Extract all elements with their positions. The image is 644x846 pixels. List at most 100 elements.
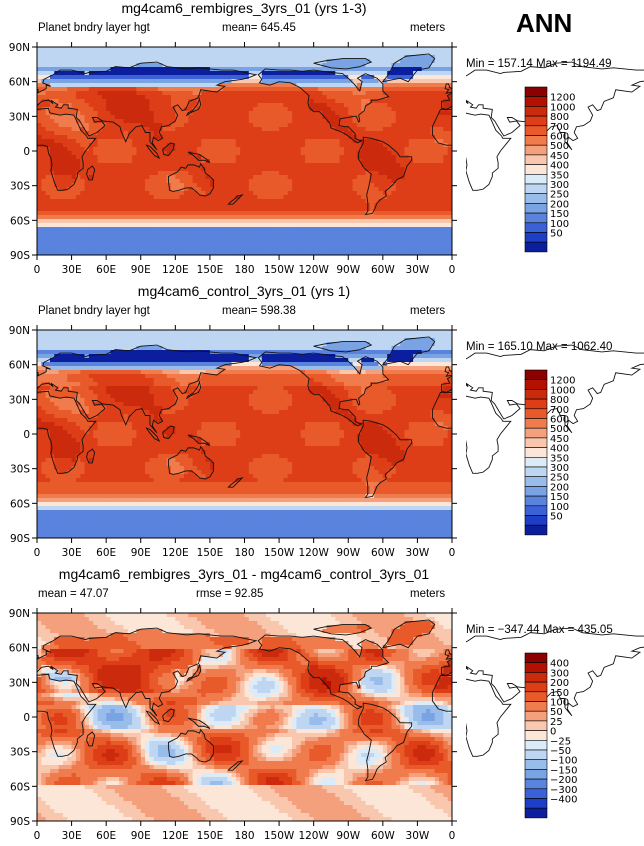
- map-cell: [119, 51, 124, 56]
- map-cell: [248, 87, 254, 92]
- map-cell: [257, 115, 263, 120]
- map-cell: [348, 75, 353, 80]
- map-cell: [421, 147, 427, 152]
- map-cell: [369, 183, 375, 188]
- map-cell: [274, 67, 280, 72]
- map-cell: [49, 95, 55, 100]
- map-cell: [205, 59, 211, 64]
- map-cell: [209, 115, 215, 120]
- map-cell: [400, 59, 405, 64]
- map-cell: [309, 215, 315, 220]
- map-cell: [222, 115, 228, 120]
- map-cell: [114, 159, 120, 164]
- map-cell: [356, 67, 362, 72]
- map-cell: [261, 191, 267, 196]
- map-cell: [106, 139, 111, 144]
- map-cell: [54, 95, 60, 100]
- map-cell: [84, 115, 90, 120]
- map-cell: [335, 183, 340, 188]
- map-cell: [378, 203, 384, 208]
- map-cell: [149, 219, 155, 224]
- map-cell: [175, 147, 181, 152]
- map-cell: [326, 171, 332, 176]
- map-cell: [41, 147, 47, 152]
- map-cell: [140, 239, 146, 244]
- map-cell: [41, 179, 47, 184]
- map-cell: [261, 211, 267, 216]
- map-cell: [192, 99, 198, 104]
- map-cell: [54, 199, 60, 204]
- map-cell: [235, 171, 241, 176]
- map-cell: [413, 235, 418, 240]
- map-cell: [153, 187, 159, 192]
- map-cell: [400, 171, 405, 176]
- map-cell: [378, 207, 384, 212]
- map-cell: [166, 171, 172, 176]
- map-cell: [274, 219, 280, 224]
- map-cell: [136, 179, 142, 184]
- map-cell: [382, 139, 388, 144]
- map-cell: [75, 55, 81, 60]
- map-cell: [93, 239, 98, 244]
- map-cell: [240, 111, 245, 116]
- map-cell: [261, 103, 267, 108]
- map-cell: [37, 115, 42, 120]
- map-cell: [106, 87, 111, 92]
- map-cell: [296, 63, 302, 68]
- map-cell: [110, 151, 116, 156]
- map-cell: [149, 59, 155, 64]
- map-cell: [188, 203, 194, 208]
- map-cell: [443, 191, 449, 196]
- map-cell: [145, 59, 150, 64]
- map-cell: [75, 91, 81, 96]
- map-cell: [330, 135, 336, 140]
- map-cell: [283, 251, 289, 256]
- map-cell: [387, 67, 392, 72]
- map-cell: [231, 227, 237, 232]
- map-cell: [330, 83, 336, 88]
- map-cell: [41, 167, 47, 172]
- map-cell: [45, 243, 51, 248]
- map-cell: [67, 187, 72, 192]
- map-cell: [54, 243, 60, 248]
- map-cell: [326, 235, 332, 240]
- map-cell: [426, 91, 431, 96]
- map-cell: [447, 227, 453, 232]
- map-cell: [45, 123, 51, 128]
- map-cell: [447, 171, 453, 176]
- map-cell: [235, 191, 241, 196]
- map-cell: [426, 175, 431, 180]
- map-cell: [227, 123, 232, 128]
- map-cell: [253, 79, 258, 84]
- map-cell: [443, 115, 449, 120]
- map-cell: [136, 159, 142, 164]
- map-cell: [97, 183, 103, 188]
- map-cell: [309, 227, 315, 232]
- map-cell: [106, 215, 111, 220]
- map-cell: [110, 127, 116, 132]
- map-cell: [149, 179, 155, 184]
- map-cell: [305, 127, 310, 132]
- map-cell: [279, 155, 284, 160]
- map-cell: [110, 199, 116, 204]
- map-cell: [261, 179, 267, 184]
- map-cell: [339, 127, 345, 132]
- map-cell: [430, 75, 436, 80]
- map-cell: [356, 167, 362, 172]
- map-cell: [421, 235, 427, 240]
- map-cell: [296, 231, 302, 236]
- map-cell: [248, 47, 254, 52]
- map-cell: [214, 107, 219, 112]
- map-cell: [62, 179, 68, 184]
- map-cell: [369, 187, 375, 192]
- map-cell: [54, 99, 60, 104]
- map-cell: [171, 219, 176, 224]
- map-cell: [88, 135, 94, 140]
- map-cell: [305, 159, 310, 164]
- map-cell: [261, 63, 267, 68]
- map-cell: [58, 143, 64, 148]
- map-cell: [335, 143, 340, 148]
- map-cell: [166, 91, 172, 96]
- map-cell: [179, 115, 185, 120]
- map-cell: [136, 111, 142, 116]
